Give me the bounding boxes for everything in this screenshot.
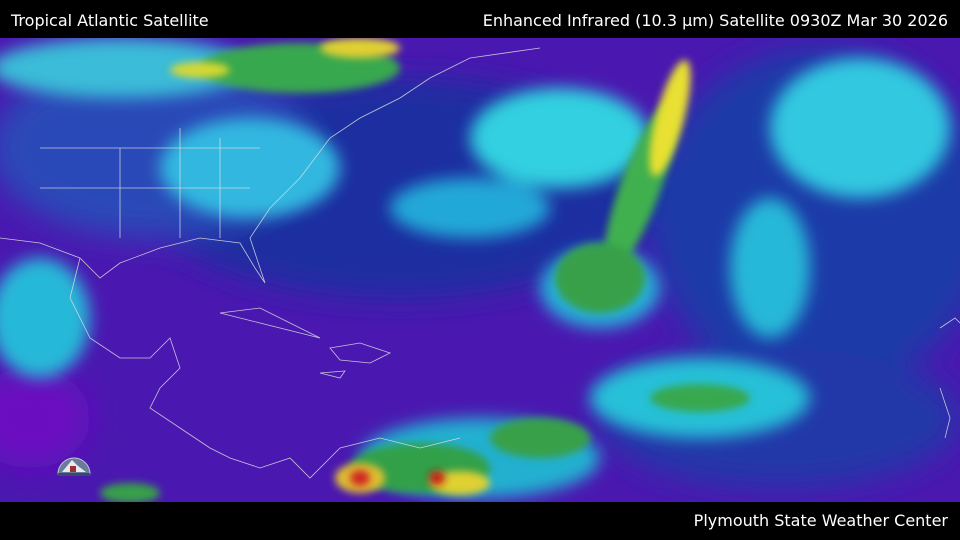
low-cloud-regions (0, 38, 950, 498)
high-cloud-regions (170, 38, 691, 495)
credit-text: Plymouth State Weather Center (693, 511, 948, 530)
coastlines-and-borders (0, 47, 960, 479)
header-bar: Tropical Atlantic Satellite Enhanced Inf… (0, 0, 960, 38)
region-title: Tropical Atlantic Satellite (11, 11, 209, 30)
product-title: Enhanced Infrared (10.3 µm) Satellite 09… (482, 11, 948, 30)
satellite-map (0, 38, 960, 502)
coldest-cloud-tops (350, 470, 445, 486)
footer-bar: Plymouth State Weather Center (0, 502, 960, 540)
plymouth-state-logo (57, 457, 91, 476)
